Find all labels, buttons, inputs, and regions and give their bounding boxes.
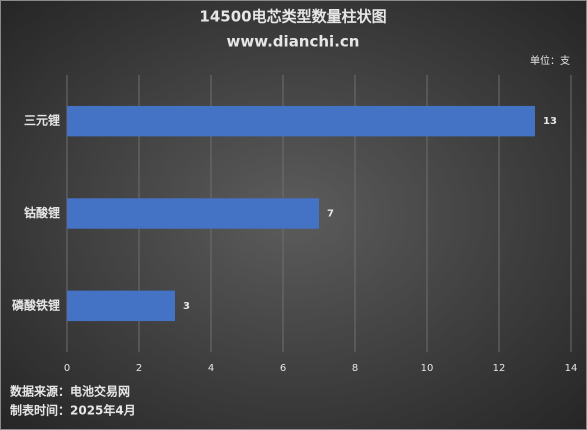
data-label: 13 — [543, 116, 557, 127]
data-label: 7 — [327, 209, 334, 220]
x-tick-label: 14 — [565, 363, 578, 374]
x-tick-label: 12 — [493, 363, 506, 374]
y-tick-label: 钴酸锂 — [24, 205, 60, 220]
bar — [67, 290, 175, 322]
x-tick-label: 6 — [280, 363, 286, 374]
bar — [67, 198, 319, 229]
chart-subtitle: www.dianchi.cn — [227, 33, 360, 51]
data-label: 3 — [183, 301, 190, 312]
bar — [67, 105, 535, 137]
unit-label: 单位：支 — [530, 54, 570, 67]
x-tick-label: 0 — [64, 363, 70, 374]
x-tick-label: 4 — [208, 363, 214, 374]
chart-title: 14500电芯类型数量柱状图 — [199, 8, 386, 26]
note: 数据来源：电池交易网 — [10, 384, 130, 399]
x-tick-label: 8 — [352, 363, 358, 374]
note: 制表时间：2025年4月 — [10, 403, 136, 418]
x-tick-label: 2 — [136, 363, 142, 374]
x-tick-label: 10 — [421, 363, 434, 374]
y-tick-label: 磷酸铁锂 — [12, 297, 60, 312]
y-tick-label: 三元锂 — [24, 113, 60, 128]
